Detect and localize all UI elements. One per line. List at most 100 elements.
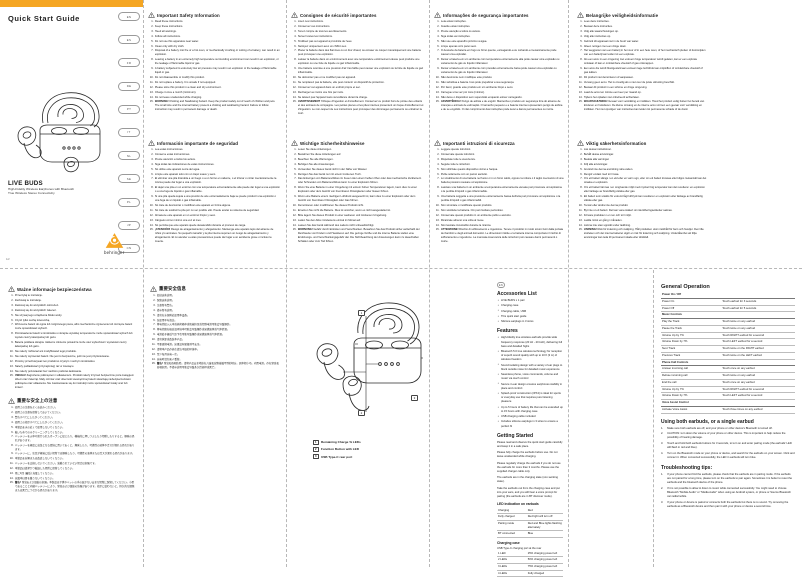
list-item-text: El eliminar una pila tirándola a un fueg…: [154, 177, 277, 185]
language-tab-se[interactable]: SE: [118, 174, 140, 184]
list-item-text: Rechargez au moins une fois par mois.: [297, 90, 344, 94]
list-item: 5. Gebruik dit apparaat niet in de buurt …: [577, 40, 707, 44]
list-item-number: 10.: [578, 76, 583, 80]
list-item: 11. Ersetzen Sie nicht die Batterie. Dies…: [291, 209, 424, 213]
language-tab-es[interactable]: ES: [118, 35, 140, 45]
list-item-text: Si una pila queda sujeta a una presión d…: [154, 195, 277, 203]
list-item-text: 注意所有警告。: [156, 303, 175, 307]
list-item-text: Não substitua a bateria. Isso pode preju…: [440, 80, 515, 84]
list-item-text: Non lasciate incustodito durante la rica…: [440, 223, 492, 227]
language-tab-pt[interactable]: PT: [118, 104, 140, 114]
table-row: Refuse incoming call Touch twice on any e…: [661, 372, 795, 380]
list-item-text: Ladda minst en gång i månaden.: [583, 218, 623, 222]
warning-triangle-icon: [291, 140, 298, 146]
list-item-text: Het weggooien van een batterij in het vu…: [583, 49, 706, 57]
list-item-text: Nie używaj tego urządzenia blisko wody.: [14, 313, 63, 317]
list-item-text: Ne démontez pas et ne modifiez pas cet a…: [297, 76, 356, 80]
list-item-number: 3.: [580, 29, 583, 33]
list-item: 2. Conserve estas instrucciones.: [148, 153, 280, 157]
table-cell-key: Fully charged: [497, 513, 527, 522]
table-cell-value: Touch twice on the LEFT earbud: [721, 352, 795, 360]
list-item-text: Conservez cet appareil dans un endroit p…: [297, 85, 361, 89]
list-item-text: Do not use this apparatus near water.: [154, 39, 199, 43]
list-item-text: Lees deze instructies.: [583, 20, 610, 24]
list-item-number: 6.: [294, 44, 297, 48]
language-tab-jp[interactable]: JP: [118, 220, 140, 230]
language-tab-list[interactable]: EN ES FR DE PT IT NL SE PL JP CN: [118, 12, 140, 267]
list-item: 15. 警告! 窒息和吞咽危险。请将产品安全地放在儿童和宠物接触不到的地方。其体积…: [150, 362, 280, 370]
list-item: 14. Lassen Sie das Gerät während des Lade…: [291, 224, 424, 228]
table-cell-value: Touch earbud for 5 seconds: [721, 305, 795, 313]
list-item-number: 12.: [578, 85, 583, 89]
list-item: 13. 月に1回 (最低) 充電してください。: [8, 472, 136, 476]
list-item-number: 11.: [10, 461, 14, 465]
table-cell-key: Pause the Track: [661, 325, 722, 333]
table-row: BT connected Blue: [497, 530, 563, 539]
list-item-number: 1.: [580, 20, 583, 24]
safety-heading-fr-text: Consignes de sécurité importantes: [300, 12, 377, 18]
language-tab-it[interactable]: IT: [118, 127, 140, 137]
list-item: 13. Ricaricate almeno una volta al mese.: [434, 219, 564, 223]
list-item-text: Charge it once a month (minimum).: [154, 90, 197, 94]
list-item: Splash-proof construction (IPX4) is idea…: [497, 392, 563, 405]
list-item-number: 13.: [149, 90, 154, 94]
language-tab-cn[interactable]: CN: [118, 243, 140, 253]
list-item: 12. Por favor, guarde este produto em um …: [434, 86, 564, 90]
table-cell-value: Blue: [526, 530, 563, 539]
list-item-number: 1.: [580, 148, 583, 152]
list-item: 7. Wrzucenie baterii do ognia lub rozgrza…: [8, 323, 136, 331]
list-item-text: UWAGA! Zagrożenie połknięciem i udławien…: [14, 374, 134, 390]
getting-started-paragraphs: Please read and observe the quick start …: [497, 441, 563, 499]
warning-triangle-icon: [8, 398, 15, 404]
list-item-number: 12.: [435, 213, 440, 217]
list-item-text: Deixar a bateria em um ambiente com pres…: [440, 67, 557, 75]
charging-case-table: 1 LED 25% charging power left 2 LEDs 50% ch…: [497, 550, 563, 577]
safety-section-jp: 重要な安全上の注意 1. 使用上の注意をよくお読みください。 2. 使用上の注意を保管…: [8, 398, 136, 494]
table-row: Next Track Touch twice on the RIGHT earbu…: [661, 345, 795, 353]
list-item: 7. Disposal of a battery into fire or a h…: [148, 49, 280, 57]
list-item-number: 6.: [437, 172, 440, 176]
language-tab-pl[interactable]: PL: [118, 197, 140, 207]
list-item-number: 14.: [9, 369, 14, 373]
list-item: 15. UWAGA! Zagrożenie połknięciem i udław…: [8, 374, 136, 390]
list-item: LIVE BUDS x 1 pair: [497, 299, 563, 303]
list-item: 12. Bewaar dit product in een schone en d…: [577, 86, 707, 90]
list-item-text: No utilice este aparato cerca del agua.: [154, 167, 200, 171]
list-item-text: Guarde estas instruções.: [440, 25, 471, 29]
list-item: 13. Laad de accu ten minste een keer per …: [577, 91, 707, 95]
list-item-text: Bewaar deze instructies.: [583, 25, 613, 29]
list-item-number: 11.: [579, 80, 583, 84]
list-item-number: 10.: [292, 76, 297, 80]
list-item: 7. Om ett batteri slängs i en eld eller e…: [577, 177, 707, 185]
list-item: 15. AVERTISSEMENT ! Risque d'ingestion et…: [291, 100, 424, 116]
list-item-text: Als een accu in een omgeving met extreem…: [583, 58, 698, 66]
list-item: 10. Nie należy rozbierać ani modyfikować …: [8, 350, 136, 354]
getting-started-heading: Getting Started: [497, 432, 534, 439]
language-tab-en[interactable]: EN: [118, 12, 140, 21]
language-tab-de[interactable]: DE: [118, 81, 140, 91]
table-cell-value: Touch twice on any earbud: [721, 318, 795, 326]
list-item-number: 8.: [151, 58, 154, 62]
list-item: 8. Als een accu in een omgeving met extre…: [577, 58, 707, 66]
list-item-text: 请将本产品存放在清洁干燥的环境中。: [156, 347, 200, 351]
product-name-block: LIVE BUDS High-Fidelity Wireless Earphon…: [8, 180, 133, 195]
table-section-title: Phone Call Controls: [661, 359, 795, 367]
list-item-text: 警告! 窒息および誤飲の危険。本製品は子供やペットの手の届かない安全な場所に保管…: [14, 481, 135, 492]
list-item-text: Czyść tylko suchą ściereczką.: [14, 318, 50, 322]
safety-list-pt: 1. Leia estas instruções. 2. Guarde estas i…: [434, 20, 564, 112]
accessories-heading: Accessories List: [497, 291, 537, 297]
list-item: 12. Förvara produkten i en ren och torr m…: [577, 214, 707, 218]
safety-heading-cn: 重要安全信息: [150, 286, 280, 292]
list-item: 14. Ne laissez pas l'appareil sans survei…: [291, 96, 424, 100]
list-item-number: 3.: [437, 29, 440, 33]
table-cell-key: Power On: [661, 298, 722, 306]
list-item: 10. Não desmonte nem modifique este produ…: [434, 76, 564, 80]
language-tab-fr[interactable]: FR: [118, 58, 140, 68]
list-item-text: VARNING! Risk för kvävning och sväljning…: [583, 228, 704, 240]
safety-heading-de-text: Wichtige Sicherheitshinweise: [300, 140, 365, 146]
legend-number-1: 1: [313, 440, 319, 445]
list-item-text: Om ett batteri slängs i en eld eller en …: [583, 177, 707, 185]
list-item: 7. Lo smaltimento di una batteria nel fuo…: [434, 177, 564, 185]
language-tab-nl[interactable]: NL: [118, 151, 140, 161]
list-item-text: Nie należy wymieniać baterii. Nie jest t…: [14, 354, 110, 358]
